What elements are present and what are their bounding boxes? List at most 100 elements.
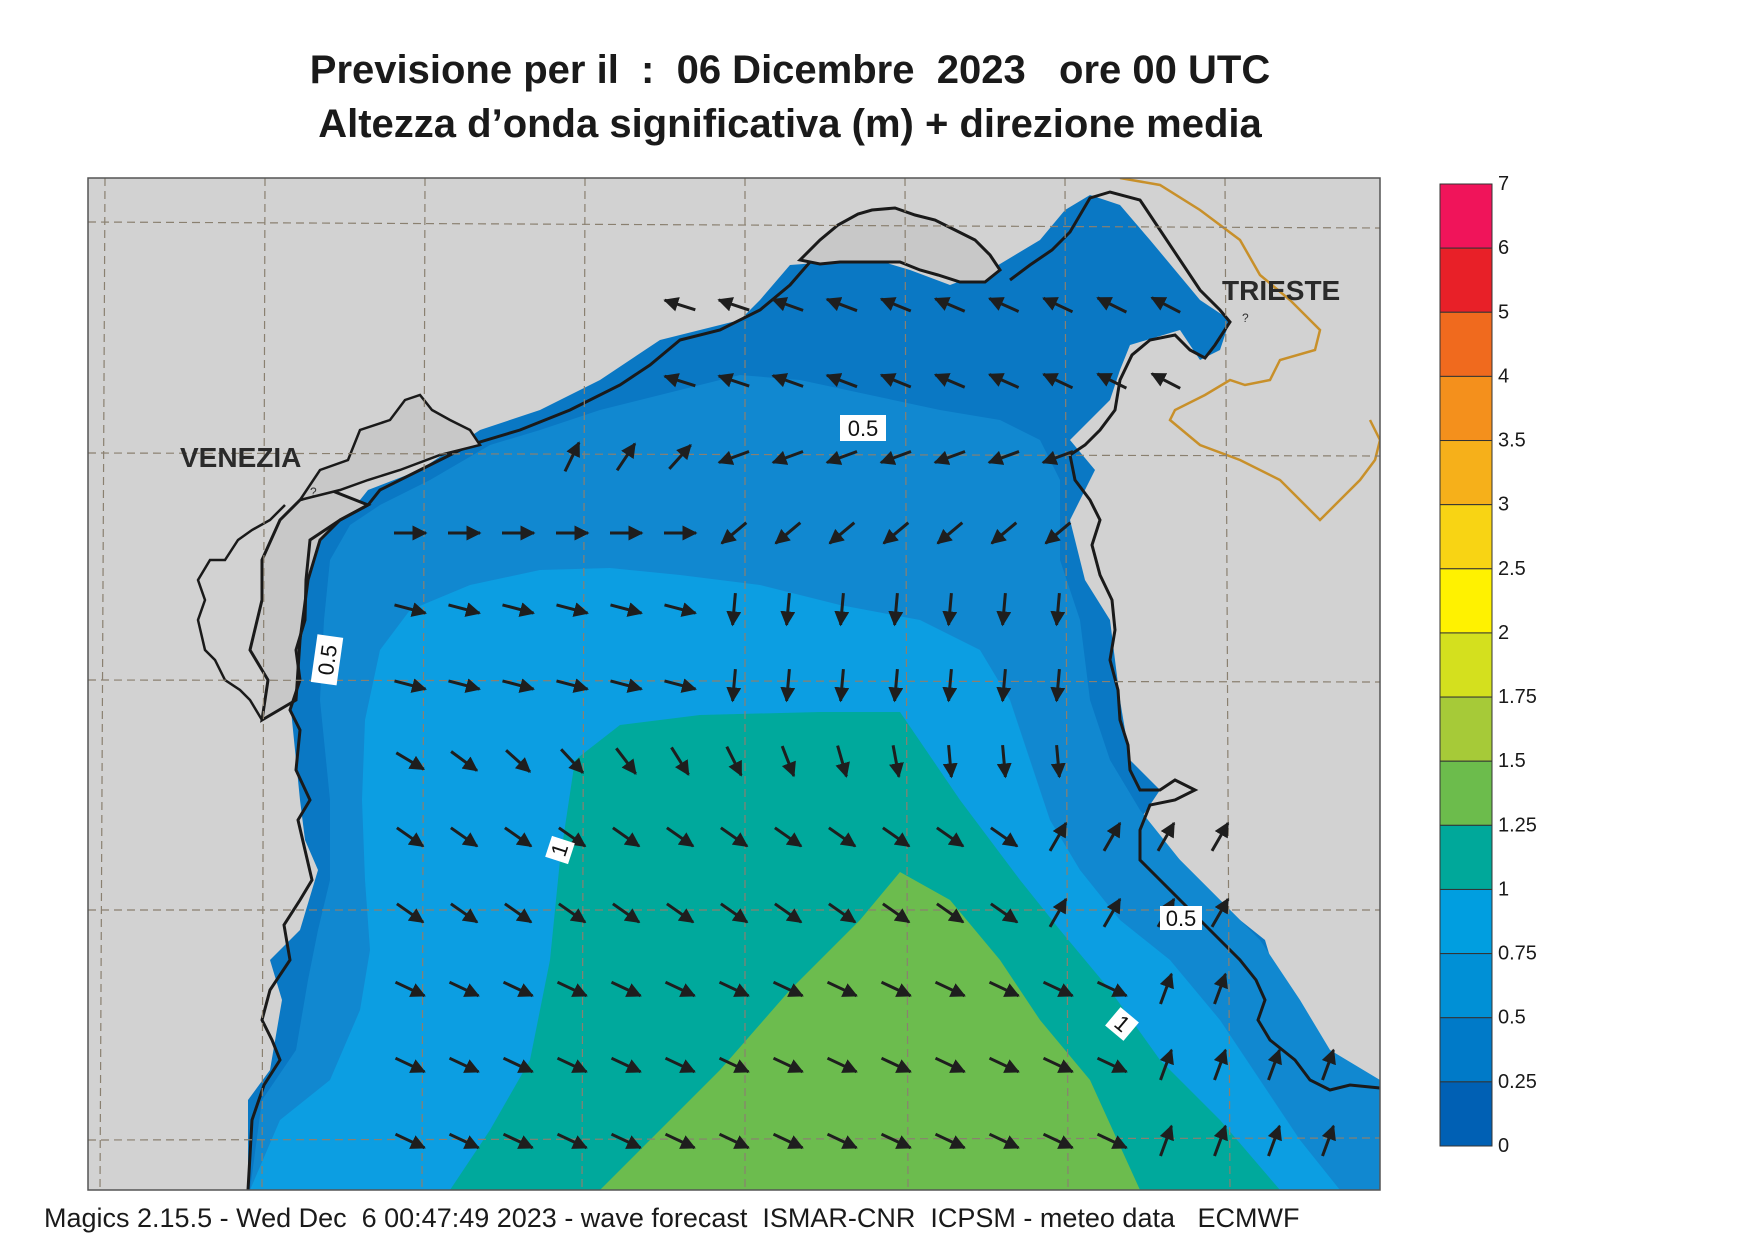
colorbar-tick-label: 0.25 [1498, 1071, 1537, 1093]
wave-direction-arrow [880, 1132, 912, 1150]
colorbar-swatch [1439, 247, 1493, 313]
wave-direction-arrow [1210, 821, 1230, 852]
wave-direction-arrow [615, 442, 637, 472]
wave-direction-arrow [1096, 1132, 1128, 1150]
svg-text:0.5: 0.5 [1166, 906, 1197, 931]
wave-direction-arrow [880, 1056, 912, 1074]
wave-direction-arrow [448, 1056, 480, 1074]
wave-direction-arrow [933, 450, 966, 465]
wave-direction-arrow [771, 297, 804, 312]
lagoon-islands [297, 393, 483, 502]
wave-direction-arrow [1210, 897, 1230, 928]
wave-direction-arrow [448, 602, 481, 617]
wave-direction-arrow [1321, 1048, 1336, 1081]
colorbar-tick-label: 1.75 [1498, 686, 1537, 708]
wave-direction-arrow [1267, 1048, 1282, 1081]
wave-direction-arrow [1267, 1124, 1282, 1157]
wave-direction-arrow [942, 592, 958, 627]
colorbar-tick-label: 7 [1498, 173, 1509, 195]
wave-direction-arrow [556, 602, 589, 617]
colorbar-tick-label: 3.5 [1498, 430, 1526, 452]
wave-direction-arrow [825, 373, 858, 389]
wave-direction-arrow [889, 745, 904, 779]
wave-direction-arrow [448, 678, 481, 693]
wave-direction-arrow [612, 902, 641, 924]
wave-direction-arrow [725, 746, 743, 777]
wave-direction-arrow [450, 750, 479, 772]
wave-direction-arrow [610, 1132, 642, 1150]
colorbar-swatch [1439, 760, 1493, 826]
wave-direction-arrow [934, 980, 966, 998]
wave-direction-arrow [936, 826, 965, 848]
wave-direction-arrow [774, 826, 803, 848]
wave-direction-arrow [394, 1056, 426, 1074]
national-border [1119, 178, 1380, 522]
colorbar-tick-label: 0 [1498, 1135, 1509, 1157]
colorbar-swatch [1439, 632, 1493, 698]
wave-direction-arrow [771, 450, 804, 465]
wave-direction-arrow [1096, 372, 1128, 390]
wave-direction-arrow [502, 1132, 534, 1150]
wave-direction-arrow [1150, 296, 1181, 314]
wave-direction-arrow [1213, 1124, 1228, 1157]
wave-direction-arrow [718, 1132, 750, 1150]
colorbar-swatch [1439, 953, 1493, 1019]
colorbar-swatch [1439, 183, 1493, 249]
wave-direction-arrow [502, 1056, 534, 1074]
wave-direction-arrow [558, 826, 587, 848]
colorbar-swatch [1439, 696, 1493, 762]
wave-direction-arrow [1041, 450, 1074, 465]
colorbar-swatch [1439, 888, 1493, 955]
wave-direction-arrow [772, 1132, 804, 1150]
wave-direction-arrow [988, 980, 1020, 998]
wave-direction-arrow [1042, 296, 1074, 314]
wave-direction-arrow [1050, 744, 1066, 779]
wave-direction-arrow [1050, 592, 1066, 627]
wave-direction-arrow [1321, 1124, 1336, 1157]
wave-direction-arrow [610, 678, 643, 693]
wave-direction-arrow [394, 678, 427, 693]
wave-direction-arrow [610, 602, 643, 617]
wave-direction-arrow [826, 1132, 858, 1150]
wave-direction-arrow [1096, 1056, 1128, 1074]
wave-direction-arrow [718, 1056, 750, 1074]
colorbar-tick-label: 1.25 [1498, 814, 1537, 836]
wave-direction-arrow [396, 902, 425, 924]
wave-direction-arrow [670, 746, 690, 776]
wave-direction-arrow [771, 373, 804, 388]
wave-direction-arrow [882, 826, 911, 848]
wave-direction-arrow [558, 902, 587, 924]
wave-direction-arrow [825, 450, 858, 465]
wave-direction-arrow [772, 980, 804, 998]
wave-direction-arrow [502, 678, 535, 693]
wave-direction-arrow [1042, 372, 1074, 390]
colorbar-tick-label: 0.5 [1498, 1007, 1526, 1029]
wave-direction-arrow [988, 297, 1020, 313]
wave-direction-arrow [1159, 1124, 1174, 1157]
wave-direction-arrow [1050, 668, 1066, 703]
wave-direction-arrow [888, 592, 904, 627]
wave-direction-arrow [666, 826, 695, 848]
wave-direction-arrow [835, 745, 850, 778]
wave-direction-arrow [560, 748, 584, 774]
wave-direction-arrow [394, 1132, 426, 1150]
wave-direction-arrow [990, 826, 1019, 848]
wave-direction-arrow [780, 668, 796, 703]
venezia-inland-outline [196, 504, 286, 721]
colorbar-swatch [1439, 440, 1493, 506]
colorbar-tick-label: 1 [1498, 878, 1509, 900]
wave-direction-arrow [780, 592, 796, 627]
wave-direction-arrow [664, 1132, 696, 1150]
wave-direction-arrow [563, 441, 581, 473]
colorbar-tick-label: 0.75 [1498, 943, 1537, 965]
wave-direction-arrow [774, 902, 803, 924]
svg-text:0.5: 0.5 [313, 643, 342, 677]
wave-direction-arrow [610, 1056, 642, 1074]
variable-title: Altezza d’onda significativa (m) + direz… [318, 102, 1262, 146]
wave-direction-arrow [394, 980, 426, 998]
wave-direction-arrow [934, 1056, 966, 1074]
forecast-date-title: Previsione per il : 06 Dicembre 2023 ore… [309, 48, 1271, 92]
colorbar-swatch [1439, 1081, 1493, 1147]
wave-direction-arrow [1156, 821, 1176, 852]
wave-direction-arrow [1042, 980, 1074, 998]
